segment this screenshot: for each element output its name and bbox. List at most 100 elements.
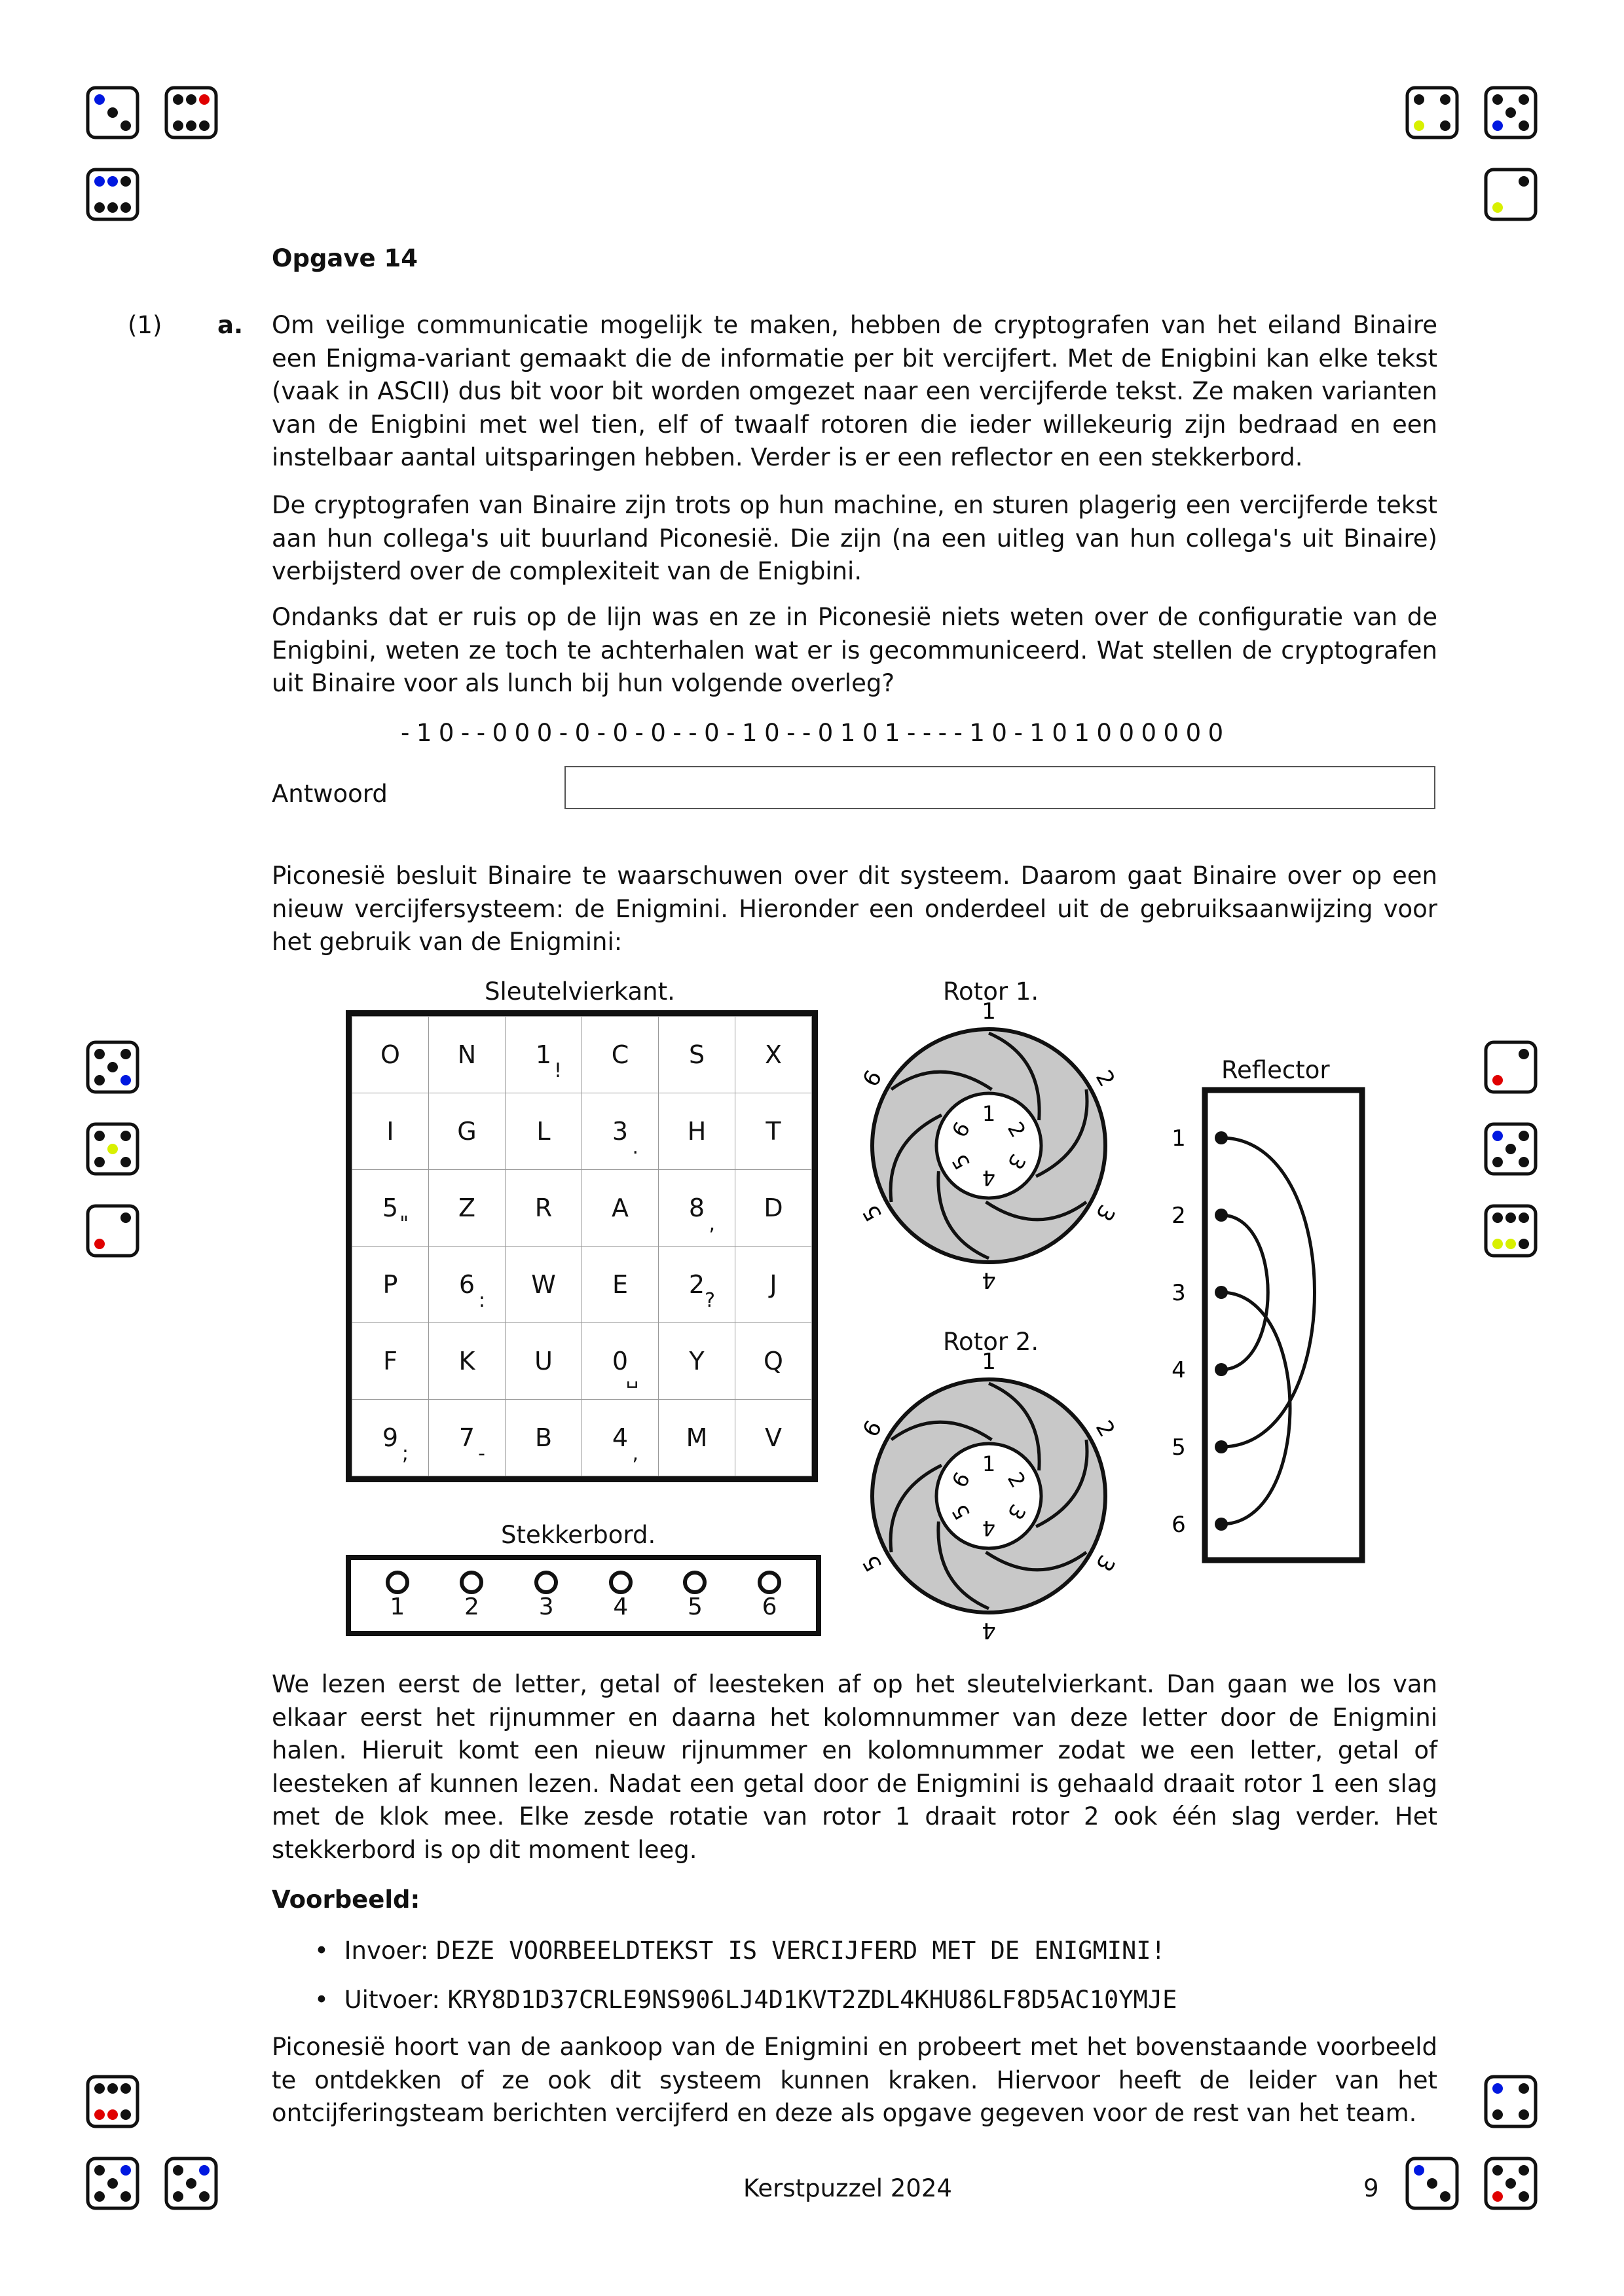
plug-socket[interactable]: 6 <box>740 1560 799 1620</box>
die-pip <box>1519 1239 1529 1249</box>
die-pip <box>1492 1212 1503 1223</box>
die-icon <box>1484 168 1538 221</box>
key-cell: M <box>658 1399 735 1476</box>
key-punctuation: ; <box>401 1442 409 1465</box>
die-pip <box>120 2109 131 2120</box>
key-char: F <box>383 1347 397 1376</box>
die-icon <box>1484 1040 1538 1094</box>
reflector-wire <box>1221 1136 1316 1449</box>
key-cell: 5 " <box>352 1169 429 1247</box>
reflector-title: Reflector <box>1221 1056 1330 1084</box>
die-pip <box>1492 2165 1503 2176</box>
plug-socket[interactable]: 4 <box>591 1560 650 1620</box>
plug-socket[interactable]: 5 <box>665 1560 724 1620</box>
die-pip <box>107 2109 118 2120</box>
die-icon <box>1484 2075 1538 2128</box>
key-cell: 7- <box>428 1399 506 1476</box>
rotor-outer-number: 2 <box>1090 1066 1120 1091</box>
plug-socket[interactable]: 1 <box>368 1560 427 1620</box>
key-cell: F <box>352 1322 429 1400</box>
reflector-wire <box>1221 1213 1270 1372</box>
plug-socket[interactable]: 3 <box>517 1560 576 1620</box>
key-char: A <box>612 1194 629 1222</box>
key-cell: U <box>505 1322 582 1400</box>
fifth-paragraph: We lezen eerst de letter, getal of leest… <box>272 1670 1437 1864</box>
plug-socket[interactable]: 2 <box>442 1560 501 1620</box>
die-icon <box>86 1122 139 1176</box>
die-pip <box>107 2083 118 2094</box>
socket-icon <box>608 1571 633 1594</box>
key-char: M <box>686 1423 708 1452</box>
die-icon <box>86 2157 139 2210</box>
die-pip <box>120 1157 131 1167</box>
rotor-outer-number: 2 <box>1090 1416 1120 1442</box>
key-char: G <box>457 1117 477 1146</box>
die-pip <box>94 1131 105 1141</box>
die-icon <box>1484 2157 1538 2210</box>
key-char: H <box>687 1117 707 1146</box>
rotor-wire <box>987 1381 1041 1471</box>
rotor-outer-number: 6 <box>858 1416 887 1442</box>
reflector-number: 4 <box>1172 1357 1186 1383</box>
key-cell: E <box>581 1246 659 1323</box>
key-char: R <box>534 1194 553 1222</box>
die-pip <box>107 2178 118 2189</box>
reflector-number: 6 <box>1172 1512 1186 1538</box>
sixth-paragraph: Piconesië hoort van de aankoop van de En… <box>272 2033 1437 2127</box>
reflector-number: 3 <box>1172 1280 1186 1306</box>
die-pip <box>1519 1049 1529 1059</box>
example-title: Voorbeeld: <box>272 1886 420 1914</box>
key-char: S <box>688 1040 705 1069</box>
key-char: Y <box>689 1347 705 1376</box>
key-cell: R <box>505 1169 582 1247</box>
output-label: Uitvoer: <box>344 1986 440 2014</box>
rotor-outer-number: 4 <box>982 1617 996 1640</box>
die-pip <box>1505 1212 1516 1223</box>
key-char: U <box>534 1347 553 1376</box>
die-icon <box>86 2075 139 2128</box>
reflector-wire <box>1221 1290 1292 1526</box>
rotor-wire <box>936 1171 990 1260</box>
die-pip <box>1492 1075 1503 1085</box>
die-pip <box>94 2109 105 2120</box>
die-pip <box>120 120 131 131</box>
reflector: 1 2 3 4 5 6 <box>1172 1087 1365 1563</box>
die-icon <box>164 86 218 139</box>
rotor-wire <box>985 1550 1088 1572</box>
die-pip <box>186 120 196 131</box>
die-pip <box>1440 94 1450 105</box>
die-pip <box>1492 94 1503 105</box>
die-pip <box>120 2191 131 2202</box>
bullet-icon: • <box>314 1937 329 1965</box>
die-icon <box>86 168 139 221</box>
input-label: Invoer: <box>344 1937 429 1965</box>
die-pip <box>120 1131 131 1141</box>
answer-input[interactable] <box>564 766 1435 809</box>
die-pip <box>120 176 131 187</box>
die-icon <box>164 2157 218 2210</box>
key-char: 4 <box>612 1423 629 1452</box>
rotor-wire <box>1035 1439 1089 1529</box>
key-cell: P <box>352 1246 429 1323</box>
die-pip <box>1505 107 1516 118</box>
die-pip <box>1414 94 1424 105</box>
key-cell: D <box>735 1169 812 1247</box>
key-cell: J <box>735 1246 812 1323</box>
key-cell: H <box>658 1093 735 1170</box>
key-char: K <box>458 1347 475 1376</box>
key-punctuation: ? <box>705 1289 715 1312</box>
key-cell: T <box>735 1093 812 1170</box>
output-value: KRY8D1D37CRLE9NS906LJ4D1KVT2ZDL4KHU86LF8… <box>447 1986 1177 2014</box>
die-pip <box>1440 120 1450 131</box>
rotor-wire <box>890 1420 993 1442</box>
key-punctuation: , <box>709 1212 715 1235</box>
die-icon <box>86 1040 139 1094</box>
die-pip <box>107 1062 118 1072</box>
key-char: L <box>536 1117 551 1146</box>
key-cell: G <box>428 1093 506 1170</box>
die-pip <box>94 2191 105 2202</box>
die-pip <box>120 202 131 213</box>
fourth-paragraph: Piconesië besluit Binaire te waarschuwen… <box>272 862 1437 956</box>
key-cell: 0 ␣ <box>581 1322 659 1400</box>
